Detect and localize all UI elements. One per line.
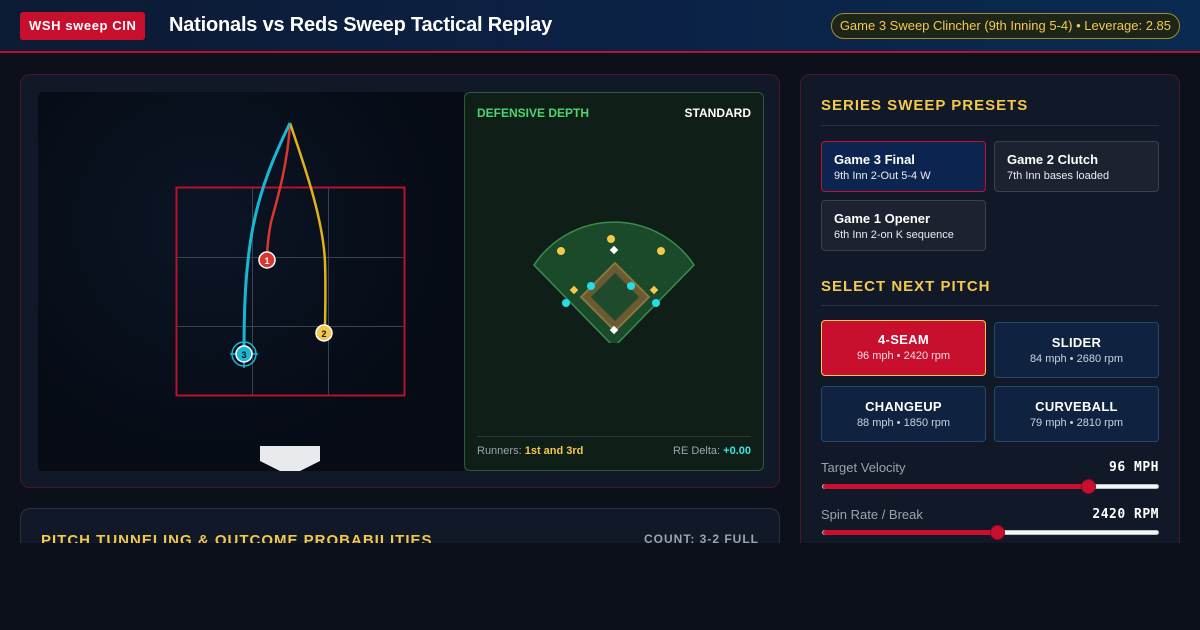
runners-status: Runners: 1st and 3rd	[477, 445, 584, 457]
re-delta-status: RE Delta: +0.00	[673, 445, 751, 457]
svg-text:3: 3	[241, 350, 246, 360]
pitch-marker-2[interactable]: 2	[315, 324, 333, 342]
preset-game-2-clutch[interactable]: Game 2 Clutch 7th Inn bases loaded	[994, 141, 1159, 192]
runners-value: 1st and 3rd	[524, 445, 584, 457]
pitch-trajectory-canvas[interactable]: 1 2 3	[38, 92, 464, 471]
preset-game-3-final[interactable]: Game 3 Final 9th Inn 2-Out 5-4 W	[821, 141, 986, 192]
select-pitch-title: SELECT NEXT PITCH	[821, 278, 991, 295]
spin-value: 2420 RPM	[1092, 507, 1159, 522]
pitch-3-trajectory	[242, 122, 292, 355]
spin-label: Spin Rate / Break	[821, 507, 923, 522]
trajectory-svg: 1 2 3	[175, 122, 406, 471]
pitch-1-trajectory	[265, 122, 292, 261]
velocity-slider[interactable]	[822, 479, 1159, 494]
defensive-depth-value[interactable]: STANDARD	[684, 106, 751, 120]
shortstop[interactable]	[587, 282, 595, 290]
left-fielder[interactable]	[557, 247, 565, 255]
page-title: Nationals vs Reds Sweep Tactical Replay	[169, 14, 553, 36]
pitch-button-4-seam[interactable]: 4-SEAM 96 mph • 2420 rpm	[821, 320, 986, 376]
spin-slider-fill	[823, 530, 998, 535]
second-baseman[interactable]	[627, 282, 635, 290]
third-baseman[interactable]	[562, 299, 570, 307]
pitch-button-curveball[interactable]: CURVEBALL 79 mph • 2810 rpm	[994, 386, 1159, 442]
defensive-depth-label: DEFENSIVE DEPTH	[477, 106, 590, 120]
depth-footer: Runners: 1st and 3rd RE Delta: +0.00	[477, 436, 751, 457]
first-base	[649, 285, 659, 295]
svg-text:2: 2	[321, 329, 326, 339]
presets-divider	[821, 125, 1159, 126]
spin-slider[interactable]	[822, 525, 1159, 540]
game-context-pill: Game 3 Sweep Clincher (9th Inning 5-4) •…	[830, 13, 1180, 39]
unrendered-area	[0, 543, 1200, 630]
pitch-marker-1[interactable]: 1	[258, 251, 276, 269]
spin-slider-thumb[interactable]	[990, 525, 1006, 540]
home-base	[609, 325, 619, 335]
velocity-label: Target Velocity	[821, 460, 906, 475]
count-label: COUNT: 3-2 FULL	[644, 532, 759, 546]
defensive-depth-panel: DEFENSIVE DEPTH STANDARD Runners: 1st an…	[464, 92, 764, 471]
pitch-button-slider[interactable]: SLIDER 84 mph • 2680 rpm	[994, 322, 1159, 378]
field-diagram	[533, 221, 695, 343]
presets-title: SERIES SWEEP PRESETS	[821, 97, 1029, 114]
app-header: WSH sweep CIN Nationals vs Reds Sweep Ta…	[0, 0, 1200, 53]
control-side-panel: SERIES SWEEP PRESETS Game 3 Final 9th In…	[800, 74, 1180, 594]
pitch-divider	[821, 305, 1159, 306]
home-plate	[260, 446, 320, 471]
series-badge: WSH sweep CIN	[20, 12, 146, 40]
right-fielder[interactable]	[657, 247, 665, 255]
pitch-2-trajectory	[288, 122, 327, 334]
pitch-marker-3-selected[interactable]: 3	[230, 340, 258, 368]
center-fielder[interactable]	[607, 235, 615, 243]
svg-text:1: 1	[264, 256, 269, 266]
velocity-slider-thumb[interactable]	[1080, 479, 1096, 494]
velocity-value: 96 MPH	[1109, 460, 1159, 475]
strike-zone	[175, 186, 406, 397]
preset-game-1-opener[interactable]: Game 1 Opener 6th Inn 2-on K sequence	[821, 200, 986, 251]
velocity-slider-fill	[823, 484, 1088, 489]
replay-panel: 1 2 3 DEFENSIVE DEPTH STANDARD	[20, 74, 780, 488]
first-baseman[interactable]	[652, 299, 660, 307]
re-delta-value: +0.00	[723, 445, 751, 457]
pitch-button-changeup[interactable]: CHANGEUP 88 mph • 1850 rpm	[821, 386, 986, 442]
